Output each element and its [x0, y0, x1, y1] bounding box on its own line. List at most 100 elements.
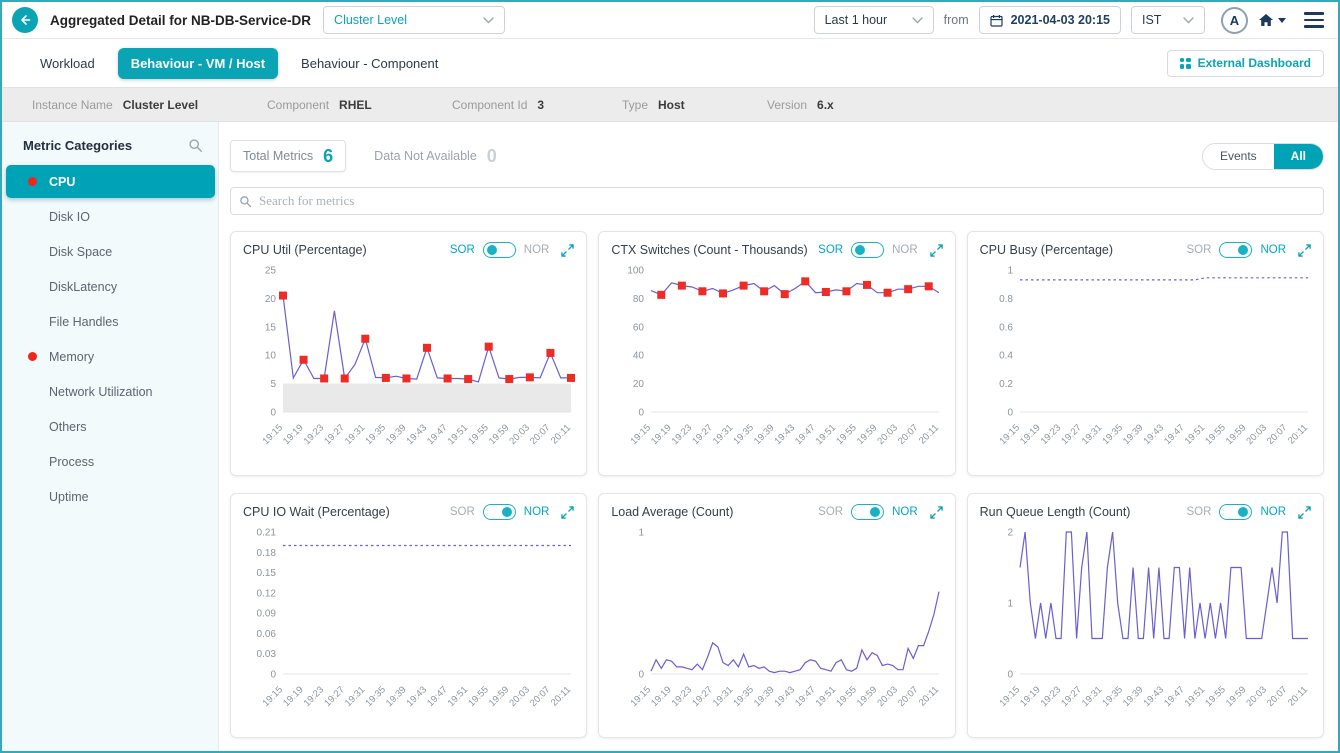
- app-window: Aggregated Detail for NB-DB-Service-DR C…: [0, 0, 1340, 753]
- svg-text:0.15: 0.15: [257, 568, 277, 579]
- info-value: Host: [658, 98, 685, 112]
- svg-text:19:31: 19:31: [1079, 422, 1104, 447]
- svg-text:0: 0: [639, 670, 645, 681]
- metric-card-cpu-util-percentage: CPU Util (Percentage) SOR NOR 0510152025…: [230, 231, 587, 476]
- sor-nor-toggle[interactable]: [483, 504, 516, 520]
- sor-label: SOR: [1187, 244, 1212, 256]
- sor-nor-toggle[interactable]: [851, 504, 884, 520]
- sidebar-item-cpu[interactable]: CPU: [6, 165, 215, 198]
- svg-text:100: 100: [628, 266, 645, 277]
- svg-text:20:03: 20:03: [876, 684, 901, 709]
- svg-text:20:07: 20:07: [896, 684, 921, 709]
- svg-text:20: 20: [265, 294, 277, 305]
- svg-text:19:19: 19:19: [649, 684, 674, 709]
- svg-text:19:47: 19:47: [1162, 422, 1187, 447]
- svg-text:20:11: 20:11: [917, 422, 941, 446]
- sidebar-item-uptime[interactable]: Uptime: [6, 480, 215, 513]
- svg-text:19:39: 19:39: [752, 422, 777, 447]
- sidebar-item-process[interactable]: Process: [6, 445, 215, 478]
- expand-icon[interactable]: [930, 506, 943, 519]
- info-value: Cluster Level: [123, 98, 198, 112]
- svg-text:20:11: 20:11: [549, 422, 573, 446]
- nor-label: NOR: [524, 506, 550, 518]
- expand-icon[interactable]: [561, 506, 574, 519]
- menu-icon[interactable]: [1304, 12, 1324, 28]
- sidebar-item-memory[interactable]: Memory: [6, 340, 215, 373]
- metrics-toolbar: Total Metrics 6 Data Not Available 0 Eve…: [230, 140, 1324, 172]
- sidebar-item-file-handles[interactable]: File Handles: [6, 305, 215, 338]
- info-field-component-id: Component Id3: [452, 98, 622, 112]
- sidebar-item-disk-space[interactable]: Disk Space: [6, 235, 215, 268]
- info-label: Component: [267, 98, 329, 112]
- svg-text:0: 0: [270, 408, 276, 419]
- back-arrow-icon: [19, 14, 31, 26]
- svg-text:19:51: 19:51: [1182, 422, 1207, 447]
- calendar-icon: [990, 14, 1003, 27]
- sor-nor-toggle[interactable]: [1219, 504, 1252, 520]
- sidebar-item-label: DiskLatency: [49, 280, 117, 294]
- toggle-knob: [870, 507, 880, 517]
- sor-nor-toggle[interactable]: [483, 242, 516, 258]
- sidebar-item-others[interactable]: Others: [6, 410, 215, 443]
- tab-behaviour-vm-host[interactable]: Behaviour - VM / Host: [118, 48, 278, 79]
- svg-text:15: 15: [265, 322, 277, 333]
- sidebar-title: Metric Categories: [23, 138, 132, 153]
- sidebar-item-label: Others: [49, 420, 87, 434]
- chart-plot: 00.030.060.090.120.150.180.2119:1519:191…: [243, 522, 577, 726]
- svg-text:19:19: 19:19: [1018, 422, 1043, 447]
- svg-text:19:35: 19:35: [732, 422, 757, 447]
- back-button[interactable]: [12, 7, 38, 33]
- svg-text:19:51: 19:51: [814, 422, 839, 447]
- expand-icon[interactable]: [1298, 506, 1311, 519]
- sor-nor-toggle[interactable]: [1219, 242, 1252, 258]
- svg-text:19:43: 19:43: [405, 422, 430, 447]
- sidebar-item-network-utilization[interactable]: Network Utilization: [6, 375, 215, 408]
- home-button[interactable]: [1258, 13, 1286, 27]
- svg-text:20:03: 20:03: [1244, 684, 1269, 709]
- top-bar: Aggregated Detail for NB-DB-Service-DR C…: [2, 2, 1338, 39]
- expand-icon[interactable]: [930, 244, 943, 257]
- avatar[interactable]: A: [1221, 7, 1248, 34]
- expand-icon[interactable]: [561, 244, 574, 257]
- chart-title: CPU Util (Percentage): [243, 243, 367, 257]
- svg-text:19:15: 19:15: [261, 422, 286, 447]
- sidebar-item-disklatency[interactable]: DiskLatency: [6, 270, 215, 303]
- tab-behaviour-component[interactable]: Behaviour - Component: [288, 48, 451, 79]
- svg-text:19:55: 19:55: [466, 684, 491, 709]
- svg-text:19:15: 19:15: [997, 422, 1022, 447]
- svg-text:19:27: 19:27: [322, 684, 347, 709]
- sidebar-item-label: Disk Space: [49, 245, 112, 259]
- page-title: Aggregated Detail for NB-DB-Service-DR: [50, 13, 311, 28]
- sidebar-item-label: Memory: [49, 350, 94, 364]
- svg-text:19:27: 19:27: [1059, 684, 1084, 709]
- svg-text:19:19: 19:19: [281, 684, 306, 709]
- sor-nor-toggle[interactable]: [851, 242, 884, 258]
- date-picker-value: 2021-04-03 20:15: [1011, 13, 1110, 27]
- time-range-dropdown[interactable]: Last 1 hour: [814, 6, 934, 34]
- sidebar-item-disk-io[interactable]: Disk IO: [6, 200, 215, 233]
- all-button[interactable]: All: [1274, 144, 1323, 169]
- external-dashboard-button[interactable]: External Dashboard: [1167, 50, 1324, 77]
- info-field-type: TypeHost: [622, 98, 767, 112]
- events-all-toggle: Events All: [1202, 143, 1324, 170]
- svg-text:19:39: 19:39: [1121, 422, 1146, 447]
- svg-text:19:43: 19:43: [773, 422, 798, 447]
- svg-text:20:03: 20:03: [876, 422, 901, 447]
- tab-workload[interactable]: Workload: [27, 48, 108, 79]
- svg-text:20:07: 20:07: [528, 684, 553, 709]
- nor-label: NOR: [1260, 506, 1286, 518]
- info-bar: Instance NameCluster LevelComponentRHELC…: [2, 87, 1338, 122]
- data-not-available-badge: Data Not Available 0: [374, 146, 497, 167]
- svg-text:0: 0: [639, 408, 645, 419]
- svg-text:19:39: 19:39: [1121, 684, 1146, 709]
- svg-text:19:35: 19:35: [1100, 684, 1125, 709]
- events-button[interactable]: Events: [1203, 144, 1274, 169]
- svg-text:19:39: 19:39: [384, 422, 409, 447]
- date-picker[interactable]: 2021-04-03 20:15: [979, 6, 1121, 34]
- scope-dropdown[interactable]: Cluster Level: [323, 6, 505, 34]
- timezone-dropdown[interactable]: IST: [1131, 6, 1205, 34]
- total-metrics-label: Total Metrics: [243, 149, 313, 163]
- expand-icon[interactable]: [1298, 244, 1311, 257]
- sidebar-search-icon[interactable]: [188, 138, 203, 153]
- search-input[interactable]: [230, 187, 1324, 215]
